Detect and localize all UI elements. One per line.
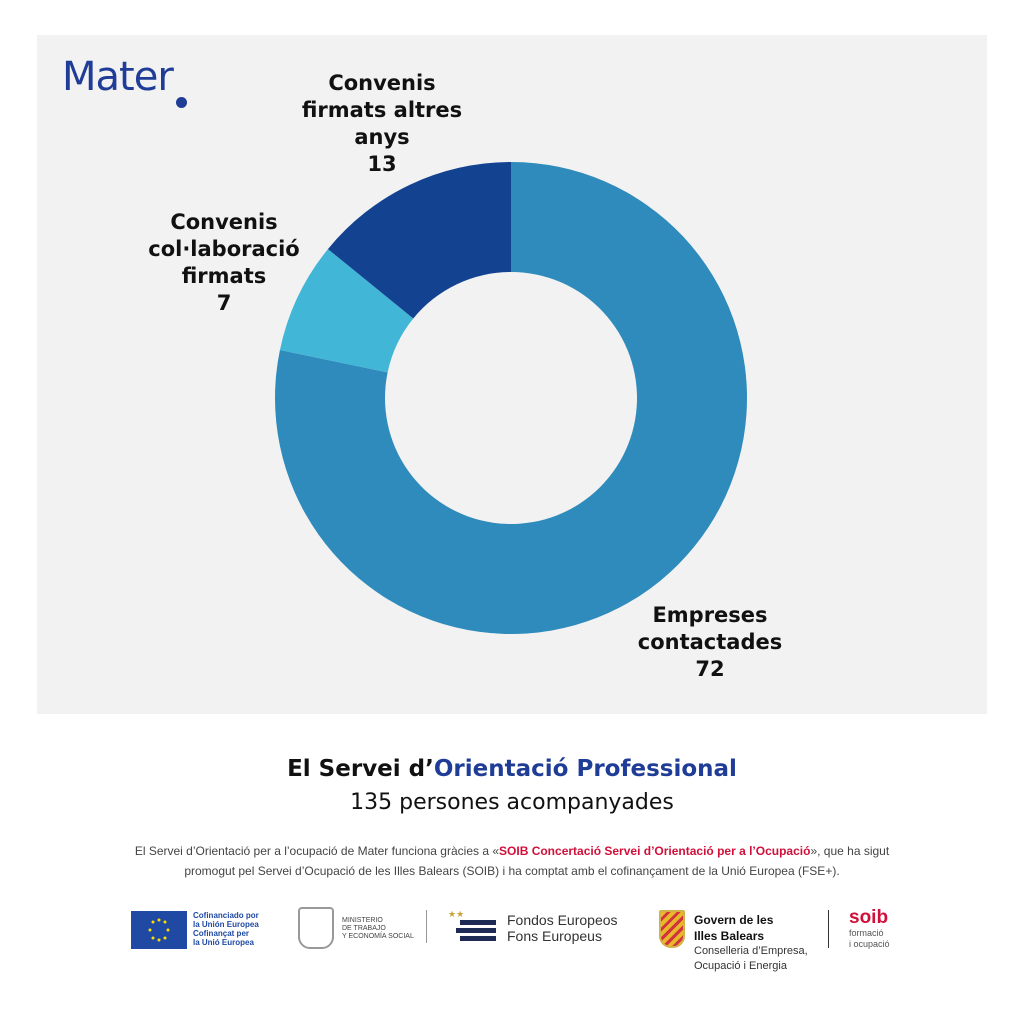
fondos-text: Fondos Europeos Fons Europeus xyxy=(507,912,618,944)
page-title: El Servei d’Orientació Professional xyxy=(0,756,1024,782)
donut-slice-0 xyxy=(275,162,747,635)
subtitle: 135 persones acompanyades xyxy=(350,790,674,815)
label-line: contactades xyxy=(637,630,783,654)
donut-slice-1 xyxy=(279,249,414,373)
label-convenis-altres: Convenis firmats altres anys 13 xyxy=(262,70,502,178)
note-highlight: SOIB Concertació Servei d’Orientació per… xyxy=(499,844,811,858)
label-line: Convenis xyxy=(170,210,278,234)
eu-line: la Unió Europea xyxy=(193,938,254,947)
eu-line: Cofinançat per xyxy=(193,929,250,938)
soib-text: soib xyxy=(849,907,889,928)
label-convenis-col: Convenis col·laboració firmats 7 xyxy=(114,209,334,317)
label-empreses: Empreses contactades 72 xyxy=(600,602,820,683)
svg-text:★★: ★★ xyxy=(448,909,464,919)
spain-coat-of-arms-icon xyxy=(298,907,334,949)
funding-note: El Servei d’Orientació per a l’ocupació … xyxy=(110,841,914,881)
eu-text: Cofinanciado por la Unión Europea Cofinanç… xyxy=(193,911,259,947)
fe-line: Fons Europeus xyxy=(507,928,602,944)
soib-line: i ocupació xyxy=(849,939,890,949)
divider xyxy=(426,910,427,943)
label-line: firmats altres xyxy=(301,98,463,122)
label-line: Convenis xyxy=(328,71,436,95)
gov-line: Conselleria d’Empresa, xyxy=(694,945,808,957)
label-value: 7 xyxy=(216,291,232,315)
gov-line: Ocupació i Energia xyxy=(694,960,787,972)
govern-text: Govern de les Illes Balears Conselleria d… xyxy=(694,912,808,974)
fondos-europeos-icon: ★★ xyxy=(448,908,500,953)
note-text: », que ha sigut promogut pel Servei d’Oc… xyxy=(184,844,890,878)
label-line: anys xyxy=(354,125,410,149)
divider xyxy=(828,910,829,948)
donut-chart xyxy=(275,162,747,635)
gov-line: Illes Balears xyxy=(694,929,765,943)
title-highlight: Orientació Professional xyxy=(433,756,737,782)
min-line: Y ECONOMÍA SOCIAL xyxy=(342,933,414,940)
fe-line: Fondos Europeos xyxy=(507,912,618,928)
ministerio-text: MINISTERIO DE TRABAJO Y ECONOMÍA SOCIAL xyxy=(342,917,414,941)
eu-flag-icon xyxy=(131,911,187,949)
min-line: DE TRABAJO xyxy=(342,925,386,932)
eu-line: la Unión Europea xyxy=(193,920,259,929)
label-value: 13 xyxy=(367,152,397,176)
donut-slice-2 xyxy=(327,162,511,319)
note-text: El Servei d’Orientació per a l’ocupació … xyxy=(134,844,500,858)
soib-logo: soib formació i ocupació xyxy=(849,908,890,950)
label-value: 72 xyxy=(695,657,725,681)
soib-line: formació xyxy=(849,928,884,938)
eu-line: Cofinanciado por xyxy=(193,911,259,920)
gov-line: Govern de les xyxy=(694,913,774,927)
min-line: MINISTERIO xyxy=(342,917,383,924)
mater-logo: Mater xyxy=(62,54,187,108)
title-prefix: El Servei d’ xyxy=(287,756,434,782)
balears-shield-icon xyxy=(659,910,685,948)
label-line: firmats xyxy=(181,264,267,288)
logo-text: Mater xyxy=(62,54,174,100)
label-line: Empreses xyxy=(652,603,768,627)
label-line: col·laboració xyxy=(148,237,300,261)
